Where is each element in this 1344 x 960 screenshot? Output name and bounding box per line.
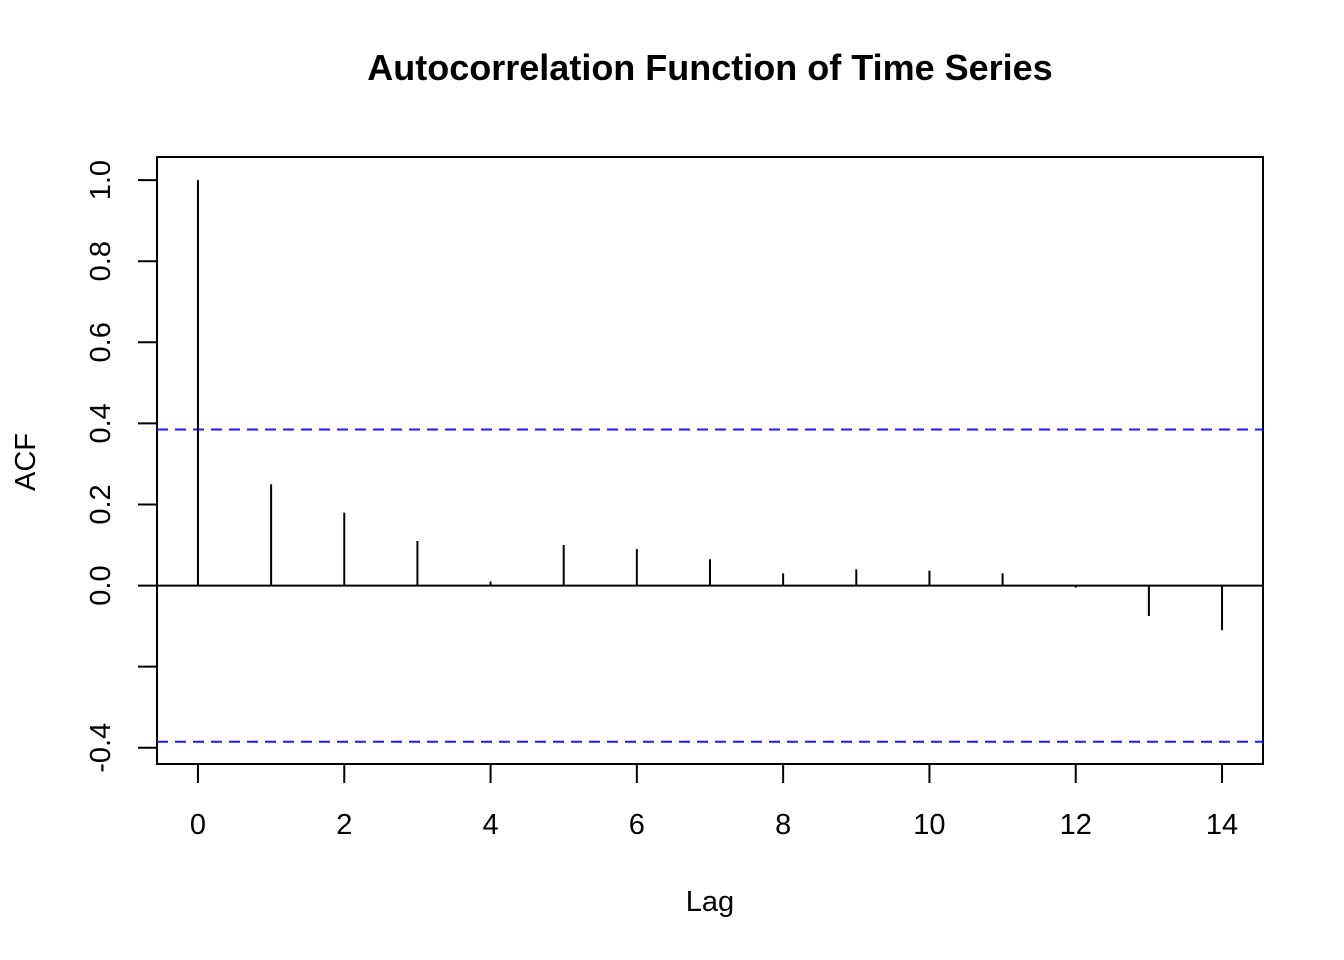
x-tick-label-10: 10 xyxy=(913,809,945,841)
chart-title: Autocorrelation Function of Time Series xyxy=(367,47,1052,88)
y-tick-label-3: 0.2 xyxy=(85,484,117,524)
x-axis: 0 2 4 6 8 10 12 14 xyxy=(190,763,1238,841)
confidence-bounds xyxy=(157,428,1263,743)
x-tick-label-2: 2 xyxy=(336,809,352,841)
x-tick-label-8: 8 xyxy=(775,809,791,841)
x-tick-label-14: 14 xyxy=(1206,809,1238,841)
y-tick-label-4: 0.4 xyxy=(85,403,117,443)
plot-frame xyxy=(156,156,1264,765)
y-tick-label-7: 1.0 xyxy=(85,160,117,200)
y-axis: -0.4 0.0 0.2 0.4 0.6 0.8 1.0 xyxy=(85,160,158,773)
x-tick-label-6: 6 xyxy=(629,809,645,841)
acf-spikes xyxy=(196,180,1224,631)
y-tick-label-5: 0.6 xyxy=(85,322,117,362)
x-tick-label-0: 0 xyxy=(190,809,206,841)
x-axis-label: Lag xyxy=(686,886,734,918)
x-tick-label-4: 4 xyxy=(482,809,498,841)
y-tick-label-6: 0.8 xyxy=(85,241,117,281)
y-axis-label: ACF xyxy=(10,433,42,491)
y-tick-label-0: -0.4 xyxy=(85,723,117,773)
y-tick-label-2: 0.0 xyxy=(85,565,117,605)
x-tick-label-12: 12 xyxy=(1060,809,1092,841)
